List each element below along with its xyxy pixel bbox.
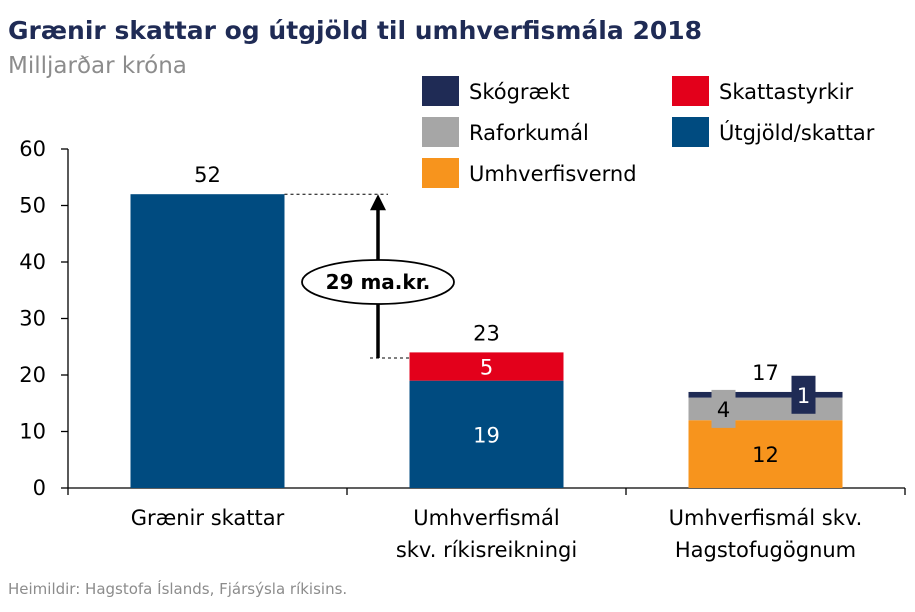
x-axis-labels: Grænir skattar Umhverfismál skv. ríkisreik… bbox=[131, 506, 863, 562]
bar-skattastyrkir bbox=[409, 352, 564, 381]
category-label: Grænir skattar bbox=[131, 506, 285, 530]
category-label: Hagstofugögnum bbox=[675, 538, 856, 562]
y-tick-label: 10 bbox=[19, 420, 46, 444]
legend-swatch-umhverfisvernd bbox=[422, 158, 459, 188]
data-label-raforkumal: 4 bbox=[717, 398, 730, 422]
y-tick-label: 0 bbox=[33, 476, 46, 500]
y-tick-label: 60 bbox=[19, 137, 46, 161]
total-label: 52 bbox=[194, 163, 221, 187]
data-label-skogr-kt: 1 bbox=[797, 384, 810, 408]
category-label: Umhverfismál skv. bbox=[669, 506, 863, 530]
bar-utgjold-skattar bbox=[409, 380, 564, 488]
data-label-utgjold-skattar: 19 bbox=[473, 423, 500, 447]
category-label: Umhverfismál bbox=[413, 506, 559, 530]
y-tick-label: 40 bbox=[19, 250, 46, 274]
legend-swatch-utgjold-skattar bbox=[672, 117, 709, 147]
bar-umhverfisvernd bbox=[688, 420, 843, 488]
source-note: Heimildir: Hagstofa Íslands, Fjársýsla r… bbox=[8, 579, 347, 598]
data-label-box-skogr-kt bbox=[791, 375, 816, 414]
callout-oval bbox=[301, 259, 455, 305]
bar-utgjold-skattar bbox=[130, 194, 285, 488]
data-label-skattastyrkir: 5 bbox=[480, 356, 493, 380]
legend-label-raforkumal: Raforkumál bbox=[469, 121, 589, 145]
total-label: 17 bbox=[752, 361, 779, 385]
category-label: skv. ríkisreikningi bbox=[396, 538, 577, 562]
total-label: 23 bbox=[473, 321, 500, 345]
legend-label-skattastyrkir: Skattastyrkir bbox=[719, 80, 854, 104]
chart-title: Grænir skattar og útgjöld til umhverfism… bbox=[8, 16, 702, 45]
difference-annotation: 29 ma.kr. bbox=[284, 193, 455, 359]
data-label-umhverfisvernd: 12 bbox=[752, 443, 779, 467]
legend-label-skogr-kt: Skógrækt bbox=[469, 80, 570, 104]
arrow-head bbox=[370, 194, 386, 211]
chart-subtitle: Milljarðar króna bbox=[8, 53, 187, 79]
data-label-box-raforkumal bbox=[711, 389, 736, 428]
y-tick-label: 20 bbox=[19, 363, 46, 387]
bar-skogr-kt bbox=[688, 391, 843, 398]
legend-label-umhverfisvernd: Umhverfisvernd bbox=[469, 162, 637, 186]
legend-label-utgjold-skattar: Útgjöld/skattar bbox=[719, 120, 875, 145]
callout-text: 29 ma.kr. bbox=[326, 270, 431, 294]
y-tick-label: 50 bbox=[19, 194, 46, 218]
legend-swatch-raforkumal bbox=[422, 117, 459, 147]
legend-swatch-skogr-kt bbox=[422, 76, 459, 106]
bars: 52 19 5 23 12 4 1 17 bbox=[130, 163, 843, 488]
legend-swatch-skattastyrkir bbox=[672, 76, 709, 106]
y-tick-label: 30 bbox=[19, 307, 46, 331]
legend: Skógrækt Skattastyrkir Raforkumál Útgjöld/s… bbox=[422, 76, 875, 188]
